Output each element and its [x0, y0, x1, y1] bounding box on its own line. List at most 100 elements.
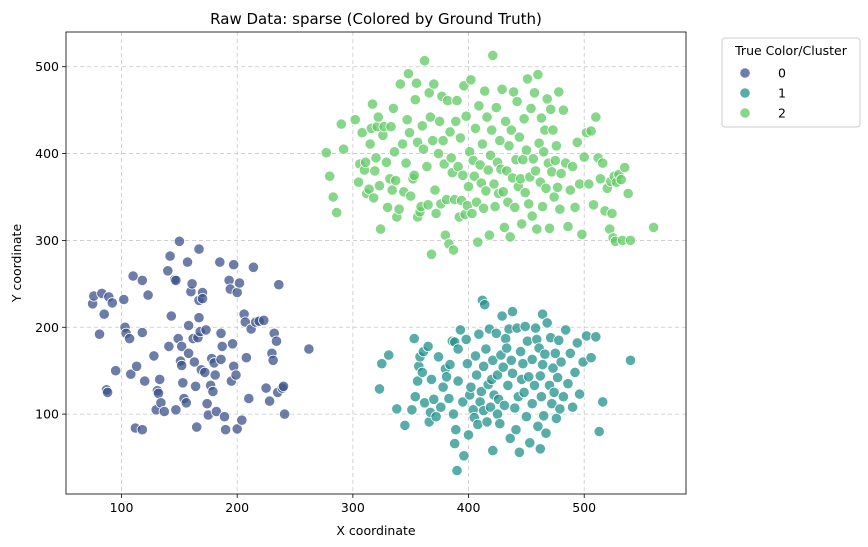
cluster-1-point: [529, 322, 542, 334]
cluster-2-point: [381, 201, 394, 213]
cluster-1-point: [443, 392, 455, 405]
cluster-0-point: [127, 270, 139, 282]
cluster-0-point: [228, 259, 240, 271]
cluster-2-point: [451, 95, 463, 107]
cluster-2-point: [470, 196, 483, 208]
cluster-0-point: [136, 326, 148, 339]
cluster-1-point: [494, 418, 506, 430]
cluster-0-point: [170, 404, 182, 416]
cluster-2-point: [465, 74, 477, 86]
cluster-1-point: [555, 356, 567, 368]
cluster-2-point: [356, 127, 368, 139]
cluster-0-point: [106, 297, 118, 309]
cluster-1-point: [547, 362, 559, 374]
cluster-2-point: [504, 231, 516, 243]
cluster-1-point: [554, 403, 566, 415]
cluster-2-point: [432, 148, 445, 160]
cluster-2-point: [430, 207, 442, 220]
cluster-2-point: [433, 115, 446, 128]
cluster-0-point: [188, 356, 200, 368]
cluster-2-point: [482, 164, 494, 176]
cluster-1-point: [513, 446, 526, 458]
cluster-2-point: [402, 68, 414, 80]
cluster-1-point: [460, 333, 472, 345]
cluster-2-point: [566, 161, 579, 173]
cluster-2-point: [517, 154, 529, 166]
cluster-1-point: [551, 371, 564, 384]
cluster-1-point: [562, 378, 574, 390]
cluster-0-point: [152, 387, 165, 399]
cluster-1-point: [534, 443, 546, 455]
cluster-1-point: [457, 396, 469, 408]
cluster-0-point: [190, 380, 202, 392]
cluster-2-point: [437, 135, 449, 147]
cluster-0-point: [247, 261, 259, 273]
cluster-0-point: [177, 377, 189, 389]
cluster-1-point: [569, 366, 581, 378]
cluster-1-point: [422, 340, 434, 352]
cluster-2-point: [400, 157, 412, 169]
cluster-0-point: [183, 319, 195, 332]
cluster-1-point: [538, 410, 550, 422]
y-tick-label: 400: [35, 146, 59, 161]
cluster-1-point: [510, 424, 522, 436]
cluster-2-point: [548, 191, 560, 203]
cluster-2-point: [519, 187, 531, 199]
cluster-0-point: [277, 380, 290, 392]
cluster-1-point: [462, 429, 475, 441]
cluster-1-point: [526, 398, 538, 410]
cluster-2-point: [531, 223, 543, 235]
cluster-1-point: [506, 305, 519, 318]
cluster-1-point: [590, 331, 602, 343]
cluster-0-point: [158, 405, 170, 418]
y-axis-label: Y coordinate: [9, 224, 24, 304]
cluster-0-point: [162, 265, 174, 277]
legend-label-1: 1: [778, 86, 786, 101]
cluster-0-point: [193, 243, 205, 255]
cluster-1-point: [409, 391, 421, 403]
cluster-1-point: [458, 450, 470, 462]
cluster-1-point: [491, 369, 504, 381]
cluster-2-point: [486, 124, 498, 136]
cluster-2-point: [369, 165, 381, 177]
y-tick-label: 500: [35, 59, 59, 74]
cluster-2-point: [331, 207, 343, 219]
cluster-2-point: [374, 223, 387, 235]
cluster-1-point: [518, 386, 530, 398]
cluster-1-point: [376, 358, 388, 370]
cluster-1-point: [524, 437, 536, 449]
cluster-0-point: [258, 314, 270, 326]
cluster-2-point: [518, 113, 530, 125]
cluster-0-point: [102, 386, 114, 398]
cluster-2-point: [480, 185, 492, 197]
cluster-0-point: [110, 365, 122, 377]
cluster-2-point: [545, 103, 557, 115]
cluster-1-point: [452, 375, 464, 387]
cluster-1-point: [546, 398, 558, 410]
cluster-1-point: [509, 402, 521, 414]
cluster-1-point: [440, 371, 453, 383]
cluster-2-point: [571, 136, 583, 148]
cluster-2-point: [483, 229, 495, 241]
cluster-2-point: [442, 95, 454, 107]
x-tick-label: 500: [572, 500, 596, 515]
cluster-2-point: [468, 170, 480, 182]
cluster-1-point: [521, 335, 534, 347]
cluster-2-point: [490, 102, 502, 114]
cluster-1-point: [481, 416, 493, 428]
cluster-0-point: [118, 293, 130, 306]
cluster-2-point: [624, 234, 637, 246]
cluster-2-point: [359, 156, 372, 168]
cluster-1-point: [480, 343, 492, 355]
cluster-1-point: [557, 391, 570, 403]
cluster-1-point: [514, 345, 527, 358]
cluster-0-point: [93, 328, 106, 340]
cluster-2-point: [507, 86, 520, 98]
cluster-2-point: [583, 178, 595, 190]
cluster-0-point: [210, 405, 222, 418]
cluster-0-point: [231, 423, 243, 435]
cluster-2-point: [472, 236, 484, 248]
cluster-1-point: [487, 354, 499, 366]
cluster-0-point: [186, 278, 198, 290]
cluster-2-point: [476, 138, 488, 150]
